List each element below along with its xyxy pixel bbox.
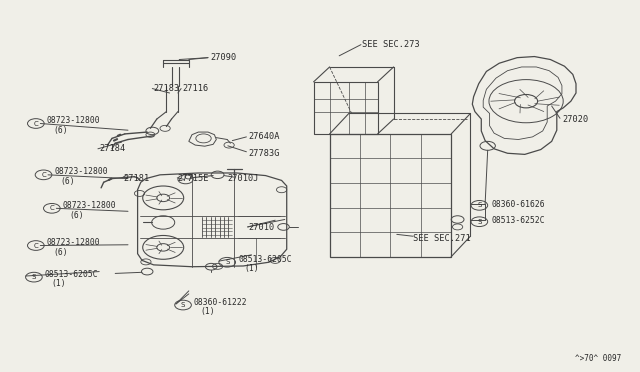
Text: 08513-6205C: 08513-6205C (238, 255, 292, 264)
Text: 08360-61626: 08360-61626 (492, 200, 545, 209)
Text: 27090: 27090 (210, 53, 236, 62)
Text: (6): (6) (69, 211, 84, 219)
Text: 27183: 27183 (154, 84, 180, 93)
Text: (1): (1) (51, 279, 66, 288)
Text: 08723-12800: 08723-12800 (47, 238, 100, 247)
Bar (314, 82, 378, 134)
Text: S: S (181, 302, 185, 308)
Text: 27116: 27116 (182, 84, 209, 93)
Text: 08723-12800: 08723-12800 (47, 116, 100, 125)
Text: 27640A: 27640A (248, 132, 280, 141)
Text: C: C (33, 121, 38, 126)
Text: 27783G: 27783G (248, 149, 280, 158)
Text: SEE SEC.271: SEE SEC.271 (413, 234, 470, 243)
Text: 27181: 27181 (124, 174, 150, 183)
Text: S: S (477, 202, 481, 208)
Text: C: C (49, 205, 54, 211)
Text: ^>70^ 0097: ^>70^ 0097 (575, 355, 621, 363)
Text: (1): (1) (244, 264, 259, 273)
Text: 27010: 27010 (248, 223, 275, 232)
Text: C: C (41, 172, 46, 178)
Text: 08513-6252C: 08513-6252C (492, 216, 545, 225)
Text: 27715E: 27715E (177, 174, 209, 183)
Text: 08723-12800: 08723-12800 (54, 167, 108, 176)
Text: 08723-12800: 08723-12800 (63, 201, 116, 210)
Text: 27020: 27020 (562, 115, 588, 124)
Bar (330, 134, 451, 257)
Text: SEE SEC.273: SEE SEC.273 (362, 40, 420, 49)
Text: S: S (32, 274, 36, 280)
Text: 08513-6205C: 08513-6205C (45, 270, 99, 279)
Text: (6): (6) (53, 126, 68, 135)
Text: 27010J: 27010J (227, 174, 259, 183)
Text: (6): (6) (61, 177, 76, 186)
Text: (6): (6) (53, 248, 68, 257)
Text: (1): (1) (200, 307, 215, 316)
Text: 27184: 27184 (99, 144, 125, 153)
Text: S: S (225, 259, 229, 265)
Text: S: S (477, 219, 481, 225)
Text: C: C (33, 243, 38, 248)
Text: 08360-61222: 08360-61222 (194, 298, 248, 307)
